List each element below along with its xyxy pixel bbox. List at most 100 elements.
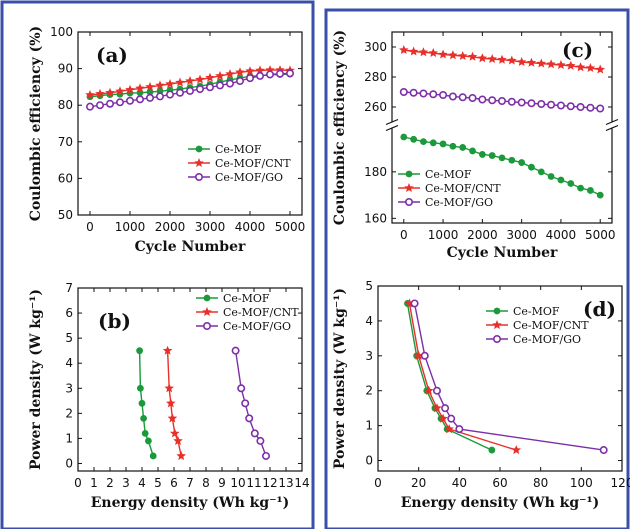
legend-label-ce-mof: Ce-MOF (223, 292, 270, 305)
data-point-ce-mof-cnt (265, 65, 275, 75)
y-tick-label: 4 (65, 356, 73, 370)
plot-frame (77, 31, 303, 216)
data-point-ce-mof (577, 184, 584, 192)
y-tick-label: 1 (365, 419, 373, 433)
legend-marker-ce-mof-cnt (492, 320, 502, 329)
data-point-ce-mof-cnt (526, 57, 537, 67)
y-tick-label: 3 (65, 381, 73, 395)
data-point-ce-mof (429, 139, 437, 147)
x-tick-label: 5 (154, 476, 162, 490)
legend-label-ce-mof: Ce-MOF (513, 305, 560, 318)
data-point-ce-mof-go (458, 93, 467, 102)
data-point-ce-mof-cnt (424, 385, 434, 395)
y-tick-label: 7 (65, 281, 73, 295)
legend-label-ce-mof-cnt: Ce-MOF/CNT (513, 319, 589, 332)
data-point-ce-mof-cnt (516, 57, 527, 66)
panel-label: (c) (562, 38, 593, 62)
data-point-ce-mof-go (556, 101, 565, 110)
data-point-ce-mof-go (419, 89, 428, 98)
y-tick-label: 2 (365, 384, 373, 398)
legend-marker-ce-mof (195, 145, 203, 153)
data-point-ce-mof (136, 347, 144, 355)
data-point-ce-mof-go (241, 399, 250, 408)
y-tick-label: 0 (365, 454, 373, 468)
data-point-ce-mof-cnt (438, 413, 448, 423)
data-point-ce-mof-cnt (275, 65, 285, 75)
x-tick-label: 100 (570, 476, 593, 490)
x-tick-label: 4 (138, 476, 146, 490)
data-point-ce-mof-cnt (413, 350, 424, 360)
data-point-ce-mof-cnt (566, 60, 576, 70)
data-point-ce-mof (141, 429, 149, 437)
data-point-ce-mof-cnt (215, 70, 225, 80)
data-point-ce-mof-cnt (399, 45, 409, 54)
data-point-ce-mof (400, 133, 408, 141)
data-point-ce-mof (498, 154, 506, 162)
data-point-ce-mof-cnt (115, 86, 125, 96)
data-point-ce-mof (596, 191, 604, 199)
legend-label-ce-mof: Ce-MOF (215, 143, 262, 156)
data-point-ce-mof-go (245, 414, 254, 423)
panel-label: (a) (96, 43, 128, 67)
x-tick-label: 60 (492, 476, 507, 490)
data-point-ce-mof (137, 384, 144, 392)
x-tick-label: 5000 (275, 220, 306, 234)
data-point-ce-mof-cnt (438, 49, 448, 59)
data-point-ce-mof (449, 142, 457, 150)
y-tick-label: 160 (364, 211, 387, 225)
x-tick-label: 1000 (115, 220, 146, 234)
data-point-ce-mof (420, 138, 427, 146)
data-point-ce-mof-go (96, 101, 105, 110)
y-tick-label: 0 (65, 456, 73, 470)
data-point-ce-mof-go (237, 384, 246, 393)
data-point-ce-mof-cnt (511, 445, 521, 455)
panel-label: (b) (98, 309, 131, 333)
data-point-ce-mof (488, 152, 496, 159)
y-tick-label: 4 (365, 314, 373, 328)
data-point-ce-mof-cnt (507, 55, 517, 65)
x-tick-label: 3000 (506, 228, 537, 242)
data-point-ce-mof-cnt (585, 63, 596, 72)
x-tick-label: 4000 (235, 220, 266, 234)
data-point-ce-mof-go (226, 79, 235, 88)
y-tick-label: 280 (364, 70, 387, 84)
data-point-ce-mof-go (420, 351, 429, 360)
legend-marker-ce-mof-go (404, 198, 413, 207)
data-point-ce-mof-cnt (408, 46, 419, 56)
data-point-ce-mof-cnt (185, 76, 195, 86)
data-point-ce-mof-cnt (444, 424, 454, 434)
y-axis-title: Coulombic efficiency (%) (28, 26, 44, 221)
axis-break-gap-left (387, 122, 397, 129)
legend-marker-ce-mof-go (195, 173, 204, 182)
data-point-ce-mof (138, 399, 146, 407)
y-tick-label: 1 (65, 431, 73, 445)
data-point-ce-mof-go (507, 97, 516, 106)
y-tick-label: 180 (364, 165, 387, 179)
data-point-ce-mof (149, 452, 157, 460)
data-point-ce-mof-go (497, 97, 506, 106)
data-point-ce-mof-go (468, 94, 477, 103)
x-axis-title: Cycle Number (135, 239, 246, 255)
x-tick-label: 3 (122, 476, 130, 490)
data-point-ce-mof (478, 151, 486, 158)
data-point-ce-mof-cnt (448, 50, 458, 60)
x-tick-label: 2000 (467, 228, 498, 242)
legend-marker-ce-mof-go (492, 334, 501, 343)
x-tick-label: 4000 (546, 228, 577, 242)
x-tick-label: 0 (74, 476, 82, 490)
data-point-ce-mof-go (586, 103, 595, 112)
data-point-ce-mof-cnt (458, 51, 468, 60)
data-point-ce-mof-cnt (195, 74, 205, 84)
data-point-ce-mof-cnt (428, 48, 438, 57)
data-point-ce-mof-cnt (85, 90, 95, 99)
x-tick-label: 80 (533, 476, 548, 490)
data-point-ce-mof-cnt (176, 451, 186, 460)
legend-marker-ce-mof-cnt (194, 158, 204, 167)
data-point-ce-mof-go (126, 96, 135, 105)
data-point-ce-mof-cnt (125, 84, 135, 94)
panel-label: (d) (583, 297, 616, 321)
data-point-ce-mof-go (261, 451, 270, 460)
y-axis-title: Coulombic efficiency (%) (332, 30, 348, 225)
data-point-ce-mof-go (231, 346, 240, 355)
legend-marker-ce-mof-cnt (202, 307, 212, 316)
